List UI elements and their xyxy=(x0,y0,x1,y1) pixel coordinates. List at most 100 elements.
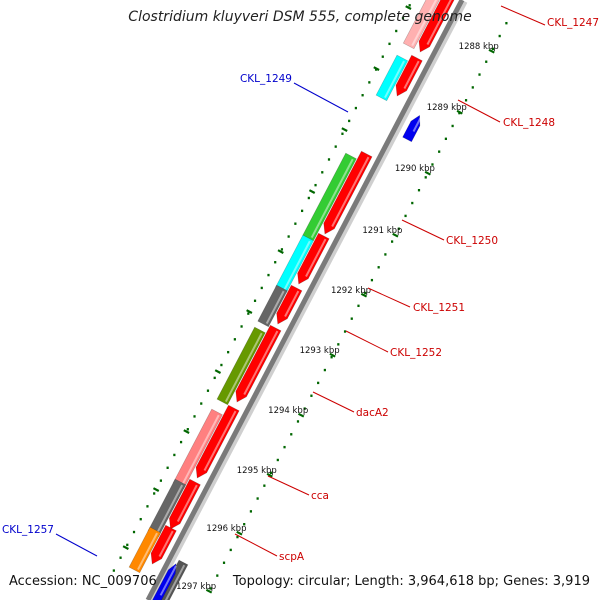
gene-label: dacA2 xyxy=(356,407,389,419)
cds-scpa xyxy=(150,524,177,565)
major-tick xyxy=(456,109,463,115)
major-tick xyxy=(297,412,305,418)
cds-ckl-1251 xyxy=(297,232,330,285)
tick-ring-dot xyxy=(377,266,380,269)
gene-highlight xyxy=(305,238,327,277)
tick-ring-dot xyxy=(296,420,300,423)
cds-ckl-1257 xyxy=(152,563,177,600)
tick-ring-dot xyxy=(274,261,277,264)
gene-label-leader xyxy=(367,287,411,308)
gene-label-leader xyxy=(267,475,310,496)
gene-highlight xyxy=(426,0,452,45)
tick-ring-dot xyxy=(401,16,405,20)
cds-ckl-1249 xyxy=(402,114,421,143)
gene-highlight xyxy=(403,60,420,89)
cog-ckl-1248 xyxy=(375,54,409,102)
tick-ring-dot xyxy=(310,394,313,397)
tick-ring-dot xyxy=(173,453,176,457)
gene-label-leader xyxy=(234,533,278,557)
tick-ring-dot xyxy=(321,171,324,174)
tick-ring-dot xyxy=(290,433,293,436)
cog-ckl-1252 xyxy=(257,284,288,328)
tick-ring-dot xyxy=(341,132,344,135)
major-tick xyxy=(341,127,348,132)
tick-ring-dot xyxy=(229,548,232,552)
gene-highlight xyxy=(176,484,198,522)
tick-label: 1294 kbp xyxy=(268,406,308,416)
tick-ring-dot xyxy=(267,273,270,277)
major-tick xyxy=(360,292,368,298)
tick-ring-dot xyxy=(213,376,216,380)
tick-label: 1296 kbp xyxy=(206,524,246,534)
gene-label: CKL_1257 xyxy=(2,524,54,536)
tick-ring-dot xyxy=(350,317,353,320)
tick-ring-dot xyxy=(166,466,169,469)
tick-ring-dot xyxy=(209,587,212,590)
gene-label-leader xyxy=(312,391,355,413)
tick-ring-dot xyxy=(357,304,360,308)
major-tick xyxy=(392,232,399,238)
gene-highlight xyxy=(283,240,311,291)
tick-ring-dot xyxy=(253,299,257,302)
tick-ring-dot xyxy=(354,106,357,110)
major-tick xyxy=(183,429,190,434)
major-tick xyxy=(329,352,336,358)
gene-label: cca xyxy=(311,490,329,502)
tick-ring-dot xyxy=(186,428,189,431)
tick-ring-dot xyxy=(193,415,196,418)
tick-ring-dot xyxy=(478,73,481,76)
tick-ring-dot xyxy=(384,253,387,256)
cds-ckl-1252 xyxy=(276,284,303,325)
tick-ring-dot xyxy=(388,42,391,46)
tick-ring-dot xyxy=(146,505,149,508)
tick-label: 1289 kbp xyxy=(427,103,467,113)
tick-ring-dot xyxy=(471,86,474,89)
tick-ring-dot xyxy=(112,569,115,572)
tick-ring-dot xyxy=(491,47,495,51)
tick-ring-dot xyxy=(247,312,250,315)
tick-ring-dot xyxy=(216,574,219,577)
major-tick xyxy=(405,5,412,10)
tick-ring-dot xyxy=(391,240,394,243)
tick-label: 1293 kbp xyxy=(300,346,340,356)
gene-label: CKL_1252 xyxy=(390,347,442,359)
gene-label-leader xyxy=(345,330,389,353)
gene-highlight xyxy=(137,532,158,571)
tick-ring-dot xyxy=(368,81,371,84)
tick-ring-dot xyxy=(249,510,253,513)
tick-ring-dot xyxy=(314,183,317,187)
backbone xyxy=(145,0,465,600)
tick-ring-dot xyxy=(337,343,340,346)
gene-label: scpA xyxy=(279,551,305,563)
tick-ring-dot xyxy=(417,188,421,192)
tick-ring-dot xyxy=(361,94,364,97)
tick-label: 1295 kbp xyxy=(237,466,277,476)
tick-ring-dot xyxy=(303,407,306,410)
tick-ring-dot xyxy=(233,338,236,341)
gene-highlight xyxy=(158,530,174,557)
cog-scpa xyxy=(128,526,162,574)
gene-label: CKL_1249 xyxy=(240,73,292,85)
tick-ring-dot xyxy=(498,34,501,38)
tick-ring-dot xyxy=(263,484,266,487)
gene-highlight xyxy=(265,290,285,325)
tick-ring-dot xyxy=(317,381,320,385)
major-tick xyxy=(122,545,129,550)
major-tick xyxy=(277,249,284,254)
tick-ring-dot xyxy=(381,55,384,58)
major-tick xyxy=(152,487,160,492)
cds-cca-2 xyxy=(169,478,201,530)
tick-label: 1291 kbp xyxy=(362,226,402,236)
tick-ring-dot xyxy=(307,196,310,200)
tick-ring-dot xyxy=(294,222,297,225)
gene-highlight xyxy=(284,290,300,317)
tick-ring-dot xyxy=(287,235,290,238)
gene-highlight xyxy=(243,330,279,395)
tick-ring-dot xyxy=(132,530,136,534)
major-tick xyxy=(246,309,253,314)
gene-highlight xyxy=(164,564,186,600)
tick-ring-dot xyxy=(404,214,407,218)
tick-ring-dot xyxy=(243,523,246,526)
cds-ckl-1250 xyxy=(323,150,373,235)
